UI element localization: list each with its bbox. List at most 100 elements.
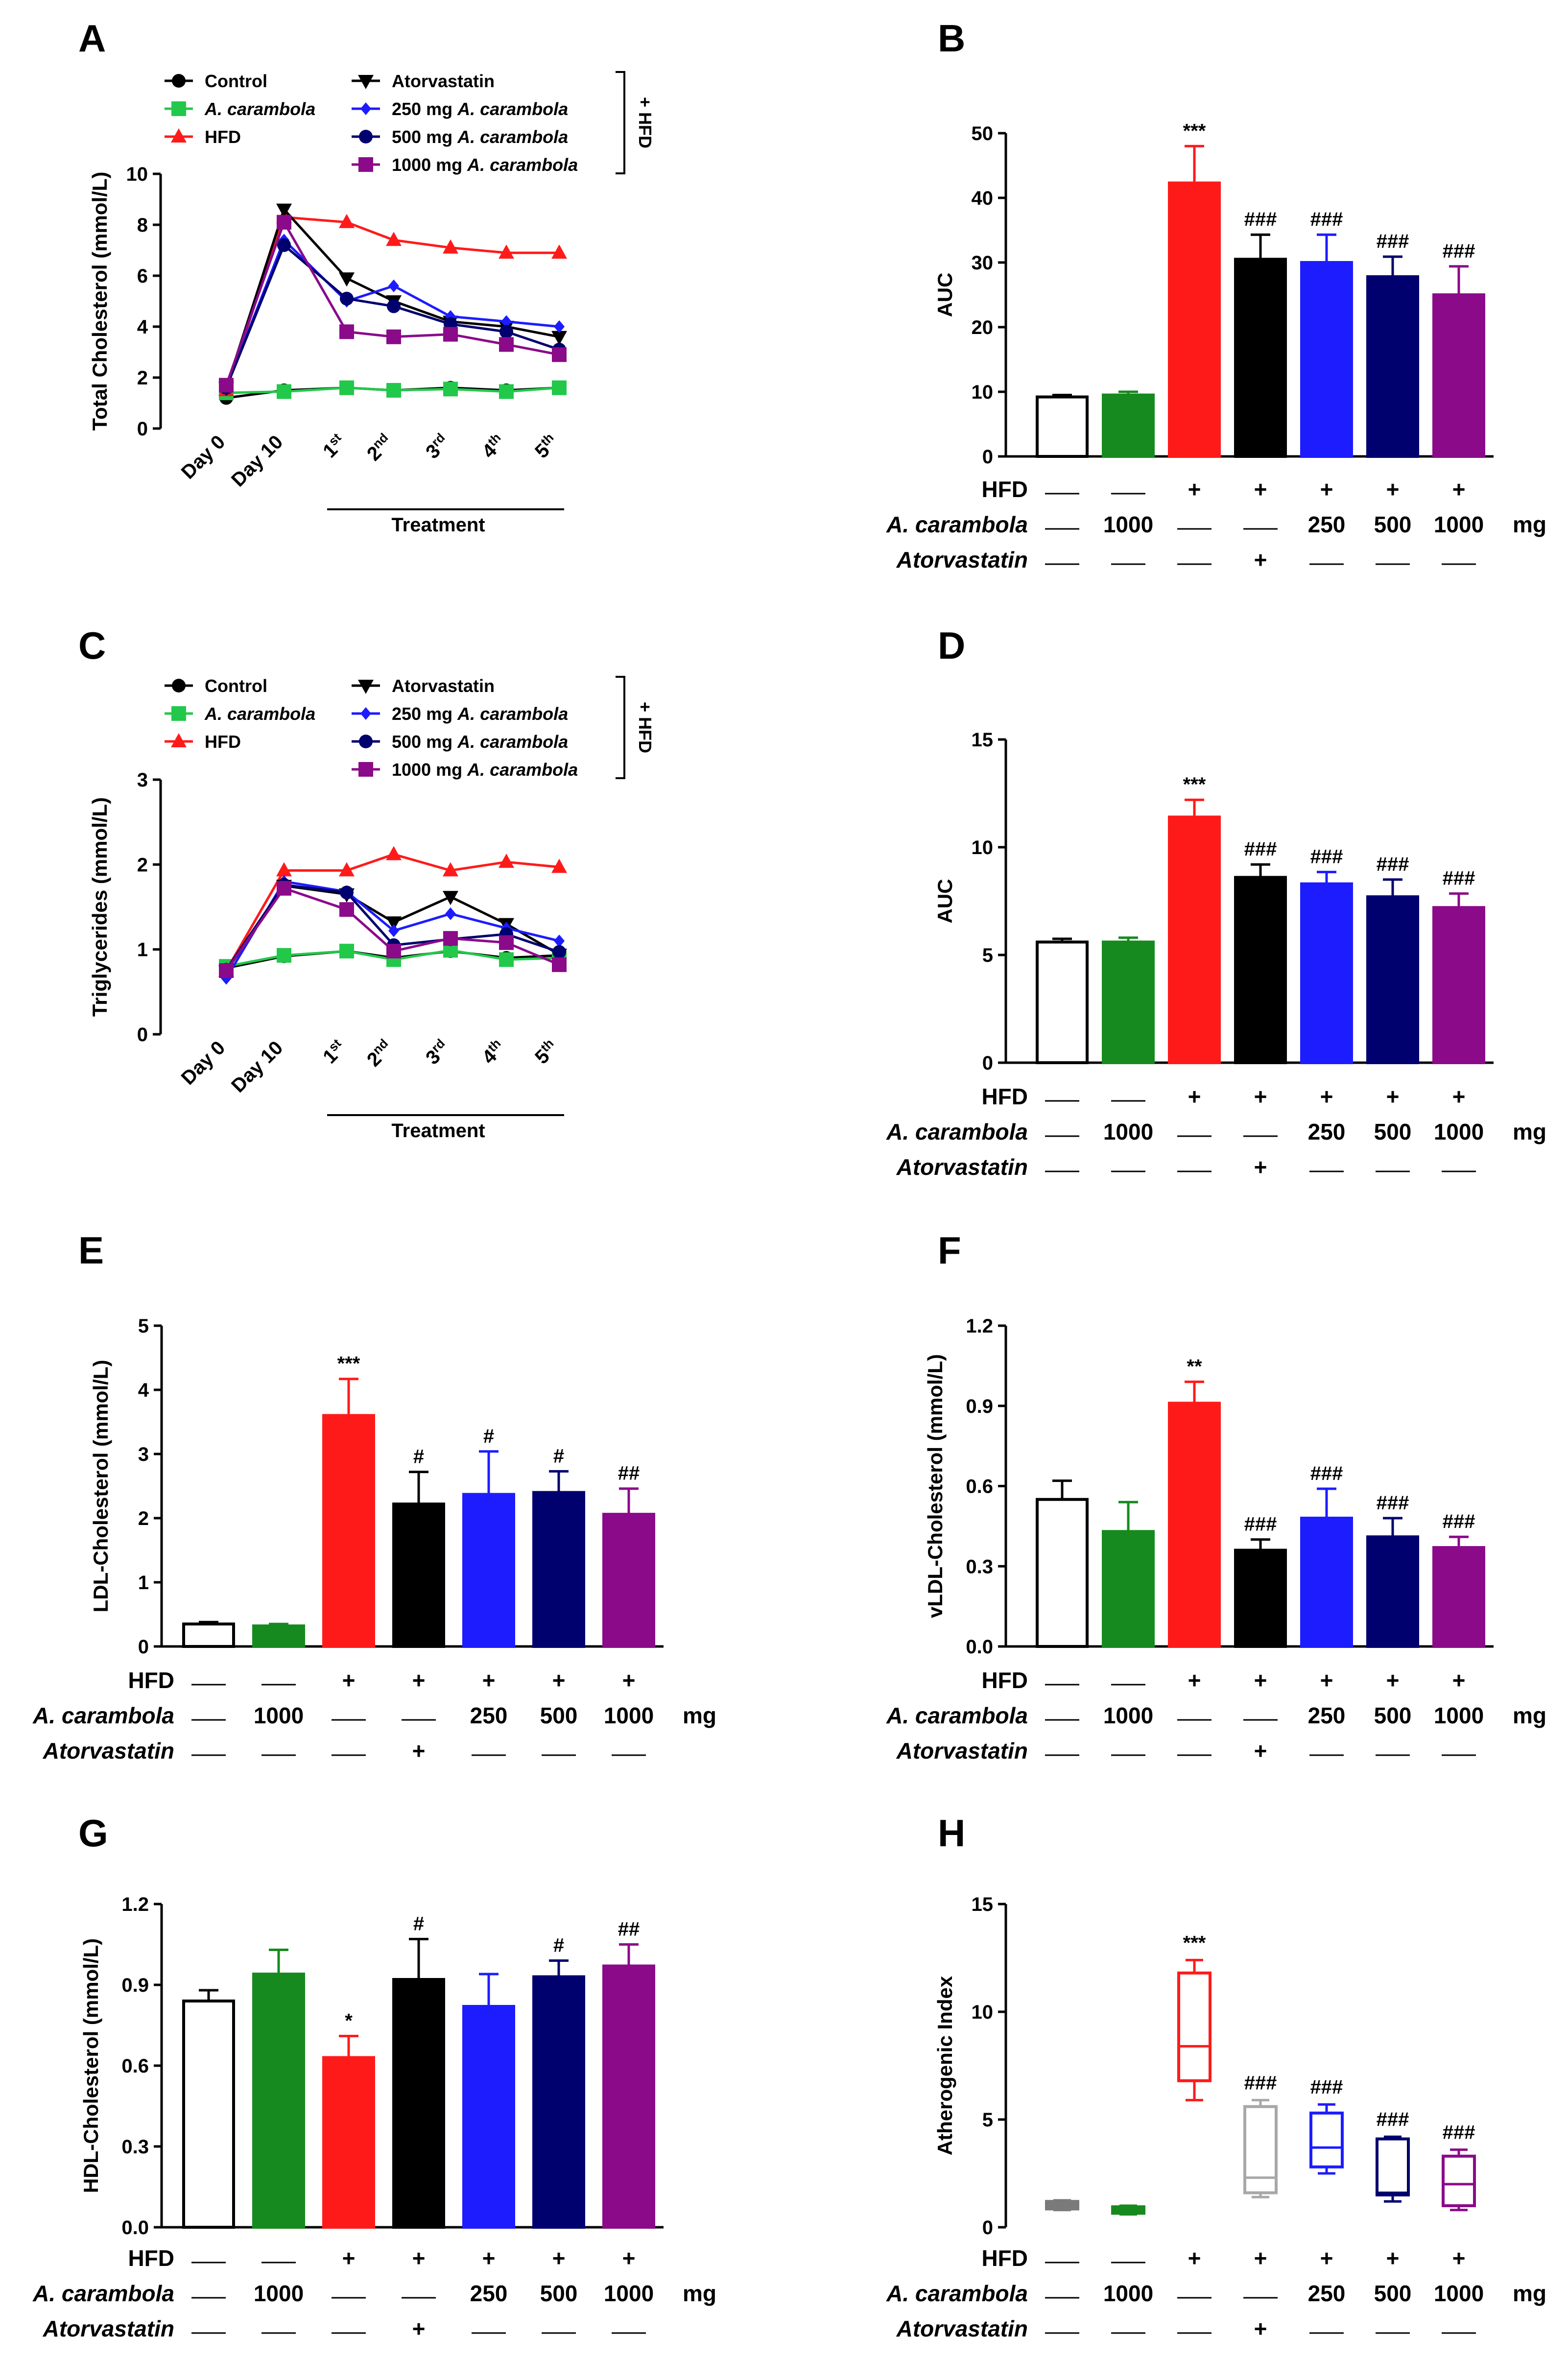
y-tick-label: 4 [138, 1380, 149, 1401]
condition-value: 1000 [1103, 512, 1153, 537]
significance-label: ### [1310, 1463, 1343, 1484]
condition-label: HFD [981, 1084, 1028, 1109]
panel-F: F 0.0 0.3 0.6 0.9 1.2 vLDL-Cholesterol (mmol/L… [886, 1229, 1546, 1763]
bar-0 [1036, 395, 1089, 458]
x-tick-label: 5th [530, 1036, 562, 1068]
bar-1 [252, 1624, 305, 1648]
bar-4 [1300, 261, 1353, 458]
data-point [501, 315, 512, 328]
y-tick-label: 0.6 [121, 2055, 149, 2077]
box-4 [1309, 2111, 1344, 2168]
x-tick-main: Day 0 [177, 1037, 230, 1089]
bar-1 [1102, 940, 1155, 1064]
bar-3 [392, 1502, 445, 1648]
condition-label: A. carambola [886, 1703, 1028, 1728]
data-point [387, 299, 401, 313]
bar-2 [322, 1414, 375, 1648]
condition-value: 250 [470, 1703, 508, 1728]
bar-4 [1300, 1517, 1353, 1648]
condition-label: HFD [128, 2245, 174, 2271]
y-tick-label: 0 [137, 1024, 148, 1046]
data-point [499, 337, 514, 352]
condition-value: + [622, 1668, 636, 1693]
data-point [340, 885, 354, 900]
x-tick-main: Day 0 [177, 431, 230, 483]
condition-value: + [1386, 1084, 1400, 1109]
y-axis-title: Atherogenic Index [933, 1976, 956, 2155]
y-tick-label: 1 [137, 939, 148, 961]
panel-letter-B: B [938, 17, 965, 60]
y-tick-label: 10 [972, 2002, 994, 2023]
data-point [551, 858, 567, 873]
y-tick-label: 0 [982, 2217, 993, 2239]
y-tick-label: 1.2 [966, 1315, 993, 1337]
y-tick-label: 15 [972, 729, 994, 751]
condition-value: 1000 [1103, 2281, 1153, 2306]
box-6 [1442, 2154, 1476, 2207]
treatment-label: Treatment [391, 1120, 485, 1142]
condition-unit: mg [683, 2281, 716, 2306]
data-point [443, 891, 458, 905]
data-point [499, 854, 514, 868]
bar-3 [1234, 1549, 1287, 1648]
bar-2 [1168, 181, 1221, 458]
legend-label: A. carambola [204, 704, 315, 724]
data-point [443, 381, 458, 397]
legend-marker [171, 706, 186, 721]
legend-italic: A. carambola [467, 155, 578, 175]
data-point [499, 244, 514, 259]
data-point [554, 320, 565, 333]
legend-label: HFD [205, 127, 241, 147]
significance-label: ### [1377, 1492, 1409, 1514]
y-tick-label: 0 [982, 446, 993, 468]
condition-value: + [1254, 1154, 1267, 1180]
box-2 [1177, 1971, 1212, 2082]
data-point [443, 327, 458, 342]
condition-value: 1000 [254, 2281, 304, 2306]
data-point [339, 944, 354, 959]
legend-text-span: Atorvastatin [392, 71, 495, 91]
bar-5 [532, 1975, 585, 2229]
condition-value: + [1386, 1668, 1400, 1693]
legend-prefix: 1000 mg [392, 155, 467, 175]
legend-marker [358, 75, 374, 89]
bar-2 [1168, 815, 1221, 1065]
bar-2 [1168, 1402, 1221, 1648]
bar-1 [252, 1973, 305, 2229]
data-point [386, 232, 402, 246]
condition-unit: mg [683, 1703, 716, 1728]
legend-marker [360, 102, 371, 115]
x-tick-label: 3rd [421, 1036, 453, 1069]
bar-6 [1432, 906, 1485, 1064]
significance-label: ### [1377, 2109, 1409, 2130]
legend-prefix: 1000 mg [392, 760, 467, 780]
data-point [339, 902, 354, 917]
x-tick-label: 2nd [362, 430, 397, 465]
y-tick-label: 0 [137, 418, 148, 440]
significance-label: ### [1377, 854, 1409, 875]
condition-value: + [1254, 1084, 1267, 1109]
legend-italic: A. carambola [457, 99, 568, 119]
x-tick-label: 2nd [362, 1036, 397, 1071]
condition-value: 1000 [604, 2281, 654, 2306]
x-tick-label: 3rd [421, 430, 453, 463]
condition-label: Atorvastatin [43, 2316, 174, 2341]
y-tick-label: 0.9 [966, 1396, 993, 1417]
significance-label: ### [1443, 868, 1475, 889]
data-point [554, 934, 565, 948]
bar-0 [182, 2000, 235, 2229]
condition-label: A. carambola [32, 1703, 174, 1728]
y-axis-title: Total Cholesterol (mmol/L) [88, 172, 111, 431]
bar-4 [462, 2005, 515, 2229]
data-point [499, 384, 514, 399]
legend-label: 1000 mg A. carambola [392, 155, 578, 175]
condition-value: + [412, 2316, 426, 2341]
x-tick-label: Day 10 [227, 431, 287, 491]
x-tick-label: 4th [477, 1036, 509, 1068]
bar-0 [182, 1622, 235, 1648]
legend-prefix: 250 mg [392, 99, 457, 119]
condition-label: A. carambola [32, 2281, 174, 2306]
y-tick-label: 0.3 [966, 1556, 993, 1577]
